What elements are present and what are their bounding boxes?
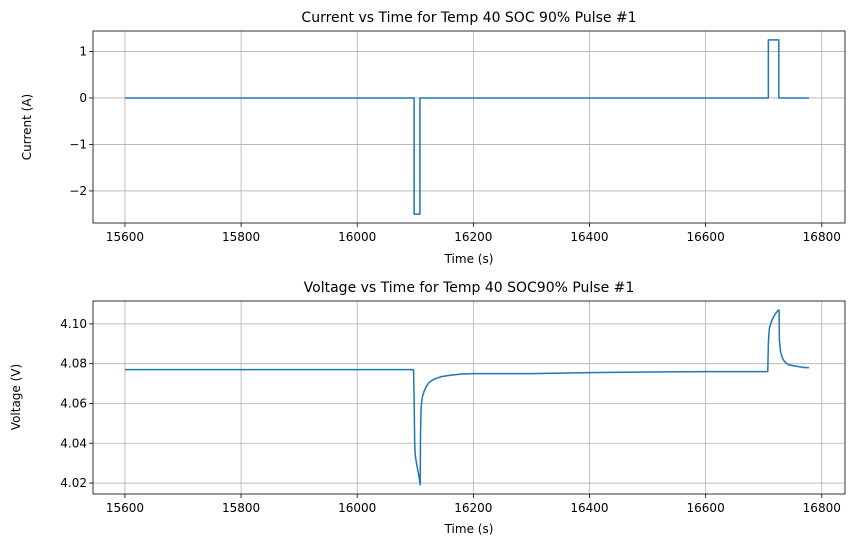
- y-tick-label: 4.08: [60, 357, 87, 371]
- y-tick-label: 1: [79, 44, 87, 58]
- chart-title: Current vs Time for Temp 40 SOC 90% Puls…: [301, 10, 636, 26]
- x-tick-label: 16600: [687, 230, 725, 244]
- x-tick-label: 16600: [687, 501, 725, 515]
- series-group: [124, 309, 809, 486]
- voltage-chart: Voltage vs Time for Temp 40 SOC90% Pulse…: [9, 280, 846, 536]
- x-tick-label: 16200: [454, 501, 492, 515]
- x-tick-label: 16000: [338, 230, 376, 244]
- y-tick-label: −2: [69, 184, 87, 198]
- y-tick-label: −1: [69, 137, 87, 151]
- y-axis-label: Current (A): [20, 94, 34, 160]
- x-tick-label: 15600: [106, 230, 144, 244]
- series-line: [124, 39, 809, 215]
- x-tick-label: 16800: [803, 230, 841, 244]
- y-tick-label: 4.06: [60, 396, 87, 410]
- axes-frame: [92, 30, 846, 224]
- ticks: 15600 15800 16000 16200 16400 16600 16800 1 0 −1 −…: [69, 44, 841, 244]
- x-tick-label: 15800: [222, 501, 260, 515]
- axes-frame: [92, 300, 846, 495]
- x-axis-label: Time (s): [444, 522, 494, 536]
- y-tick-label: 4.04: [60, 436, 87, 450]
- x-tick-label: 16200: [454, 230, 492, 244]
- x-tick-label: 15800: [222, 230, 260, 244]
- y-tick-label: 0: [79, 91, 87, 105]
- x-tick-label: 15600: [106, 501, 144, 515]
- y-tick-label: 4.02: [60, 476, 87, 490]
- x-axis-label: Time (s): [444, 252, 494, 266]
- y-tick-label: 4.10: [60, 317, 87, 331]
- current-chart: Current vs Time for Temp 40 SOC 90% Puls…: [20, 10, 846, 266]
- x-tick-label: 16800: [803, 501, 841, 515]
- grid: [93, 301, 845, 494]
- x-tick-label: 16400: [570, 501, 608, 515]
- series-line: [124, 309, 809, 486]
- ticks: 15600 15800 16000 16200 16400 16600 16800 4.10 4…: [60, 317, 841, 515]
- series-group: [124, 39, 809, 215]
- x-tick-label: 16400: [570, 230, 608, 244]
- x-tick-label: 16000: [338, 501, 376, 515]
- grid: [93, 31, 845, 223]
- chart-title: Voltage vs Time for Temp 40 SOC90% Pulse…: [304, 280, 635, 296]
- y-axis-label: Voltage (V): [9, 364, 23, 430]
